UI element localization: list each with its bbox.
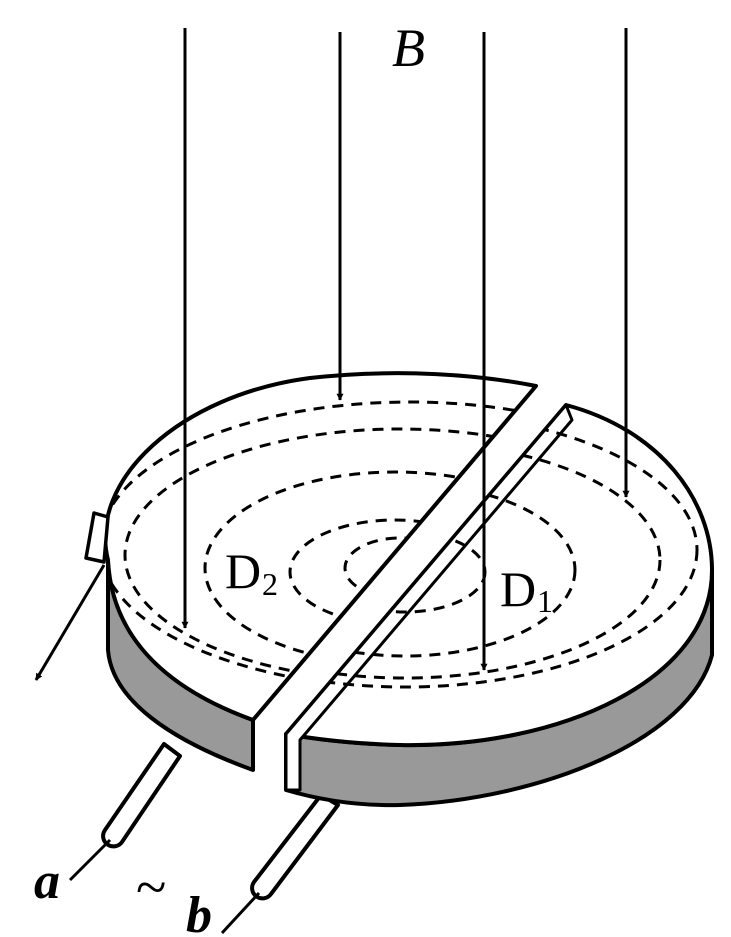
dee-right-label: D 1 <box>500 561 553 619</box>
dee-right-subscript: 1 <box>537 583 553 619</box>
dee-right-body <box>284 403 714 808</box>
dee-left-label: D 2 <box>225 543 278 602</box>
exit-beam-arrow <box>34 564 106 681</box>
lead-wire-b <box>220 793 340 935</box>
dee-right-letter: D <box>500 561 536 617</box>
dee-right-top-face <box>284 403 714 748</box>
lead-wire-a <box>68 742 182 882</box>
ac-source-symbol: ~ <box>136 857 166 919</box>
lead-wires <box>68 742 340 935</box>
field-label: B <box>392 18 425 78</box>
terminal-a-label: a <box>34 853 60 910</box>
exit-port-notch <box>84 511 110 564</box>
dee-left-letter: D <box>225 543 261 599</box>
magnetic-field-lines <box>181 28 630 671</box>
dee-left-subscript: 2 <box>262 566 278 602</box>
dee-left-body <box>84 371 538 772</box>
terminal-b-label: b <box>186 887 212 937</box>
dee-left-top-face <box>103 371 538 722</box>
